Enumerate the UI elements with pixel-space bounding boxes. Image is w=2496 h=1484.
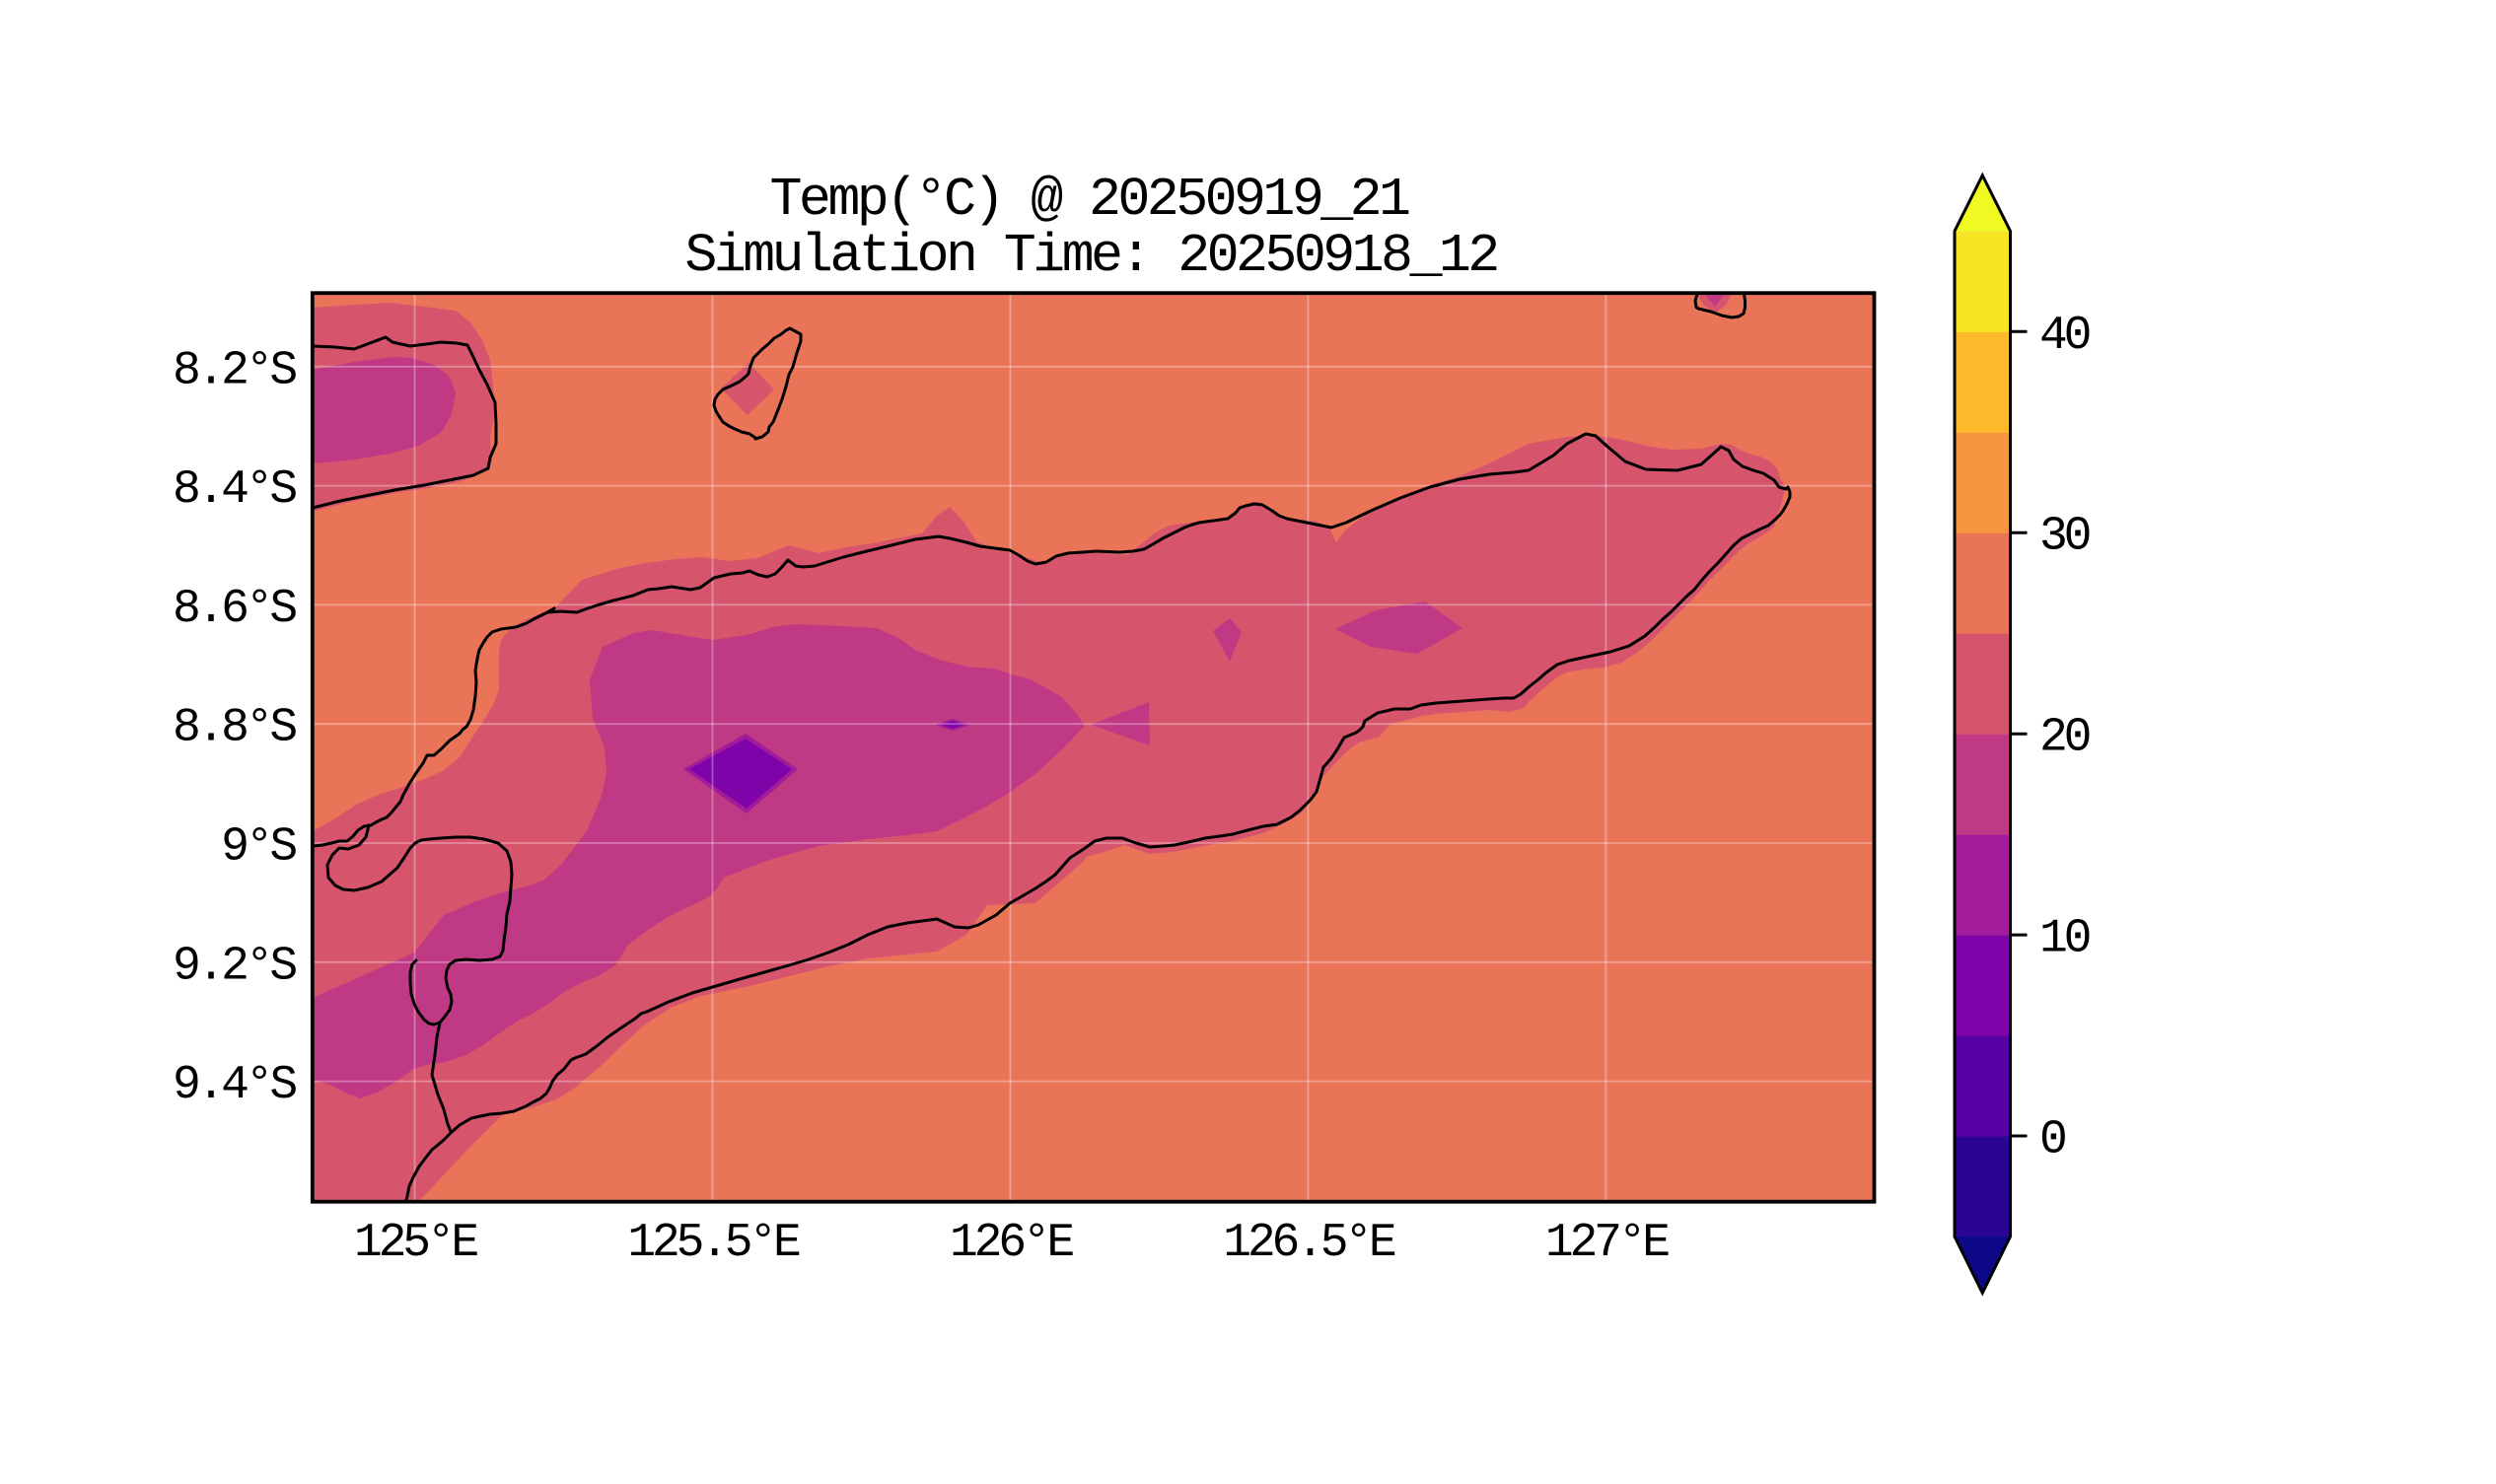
svg-text:8.8°S: 8.8°S [173,702,296,755]
svg-text:125.5°E: 125.5°E [627,1217,800,1270]
svg-text:126°E: 126°E [950,1217,1073,1270]
svg-text:9.2°S: 9.2°S [173,940,296,993]
svg-text:125°E: 125°E [354,1217,477,1270]
svg-text:8.2°S: 8.2°S [173,344,296,397]
svg-text:20: 20 [2039,712,2090,765]
svg-text:10: 10 [2039,913,2090,966]
svg-text:8.4°S: 8.4°S [173,463,296,517]
svg-text:Temp(°C) @ 20250919_21: Temp(°C) @ 20250919_21 [770,169,1410,231]
svg-text:40: 40 [2039,310,2090,363]
svg-text:9°S: 9°S [221,821,296,875]
svg-text:0: 0 [2039,1114,2065,1167]
svg-text:126.5°E: 126.5°E [1223,1217,1395,1270]
svg-text:30: 30 [2039,511,2090,564]
svg-text:127°E: 127°E [1545,1217,1669,1270]
svg-text:8.6°S: 8.6°S [173,583,296,636]
svg-text:9.4°S: 9.4°S [173,1059,296,1112]
svg-text:Simulation Time: 20250918_12: Simulation Time: 20250918_12 [684,225,1497,287]
